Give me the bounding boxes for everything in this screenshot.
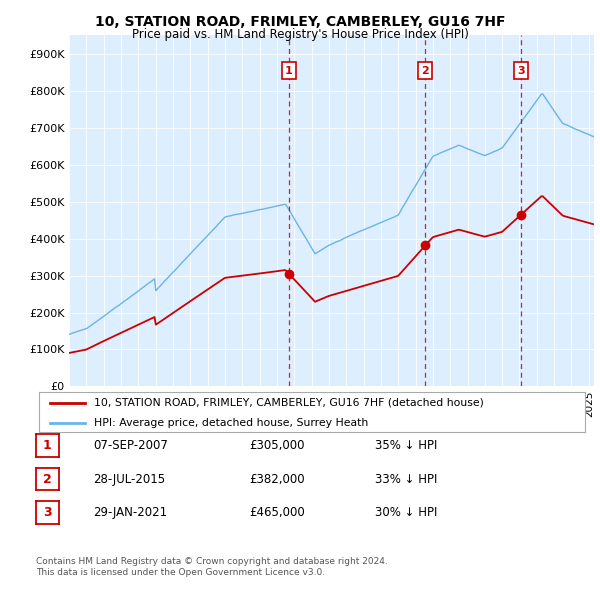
- Text: 3: 3: [517, 65, 524, 76]
- Text: 10, STATION ROAD, FRIMLEY, CAMBERLEY, GU16 7HF (detached house): 10, STATION ROAD, FRIMLEY, CAMBERLEY, GU…: [94, 398, 484, 408]
- Text: 07-SEP-2007: 07-SEP-2007: [93, 439, 168, 452]
- Text: HPI: Average price, detached house, Surrey Heath: HPI: Average price, detached house, Surr…: [94, 418, 368, 428]
- Text: Contains HM Land Registry data © Crown copyright and database right 2024.: Contains HM Land Registry data © Crown c…: [36, 557, 388, 566]
- Text: £465,000: £465,000: [249, 506, 305, 519]
- Text: 1: 1: [43, 439, 52, 452]
- Text: 33% ↓ HPI: 33% ↓ HPI: [375, 473, 437, 486]
- Text: 3: 3: [43, 506, 52, 519]
- Text: 29-JAN-2021: 29-JAN-2021: [93, 506, 167, 519]
- Text: 2: 2: [43, 473, 52, 486]
- Text: 10, STATION ROAD, FRIMLEY, CAMBERLEY, GU16 7HF: 10, STATION ROAD, FRIMLEY, CAMBERLEY, GU…: [95, 15, 505, 29]
- Text: This data is licensed under the Open Government Licence v3.0.: This data is licensed under the Open Gov…: [36, 568, 325, 577]
- Text: 1: 1: [285, 65, 293, 76]
- Text: 35% ↓ HPI: 35% ↓ HPI: [375, 439, 437, 452]
- Text: 30% ↓ HPI: 30% ↓ HPI: [375, 506, 437, 519]
- Text: 28-JUL-2015: 28-JUL-2015: [93, 473, 165, 486]
- Text: Price paid vs. HM Land Registry's House Price Index (HPI): Price paid vs. HM Land Registry's House …: [131, 28, 469, 41]
- Text: 2: 2: [422, 65, 429, 76]
- Text: £382,000: £382,000: [249, 473, 305, 486]
- Text: £305,000: £305,000: [249, 439, 305, 452]
